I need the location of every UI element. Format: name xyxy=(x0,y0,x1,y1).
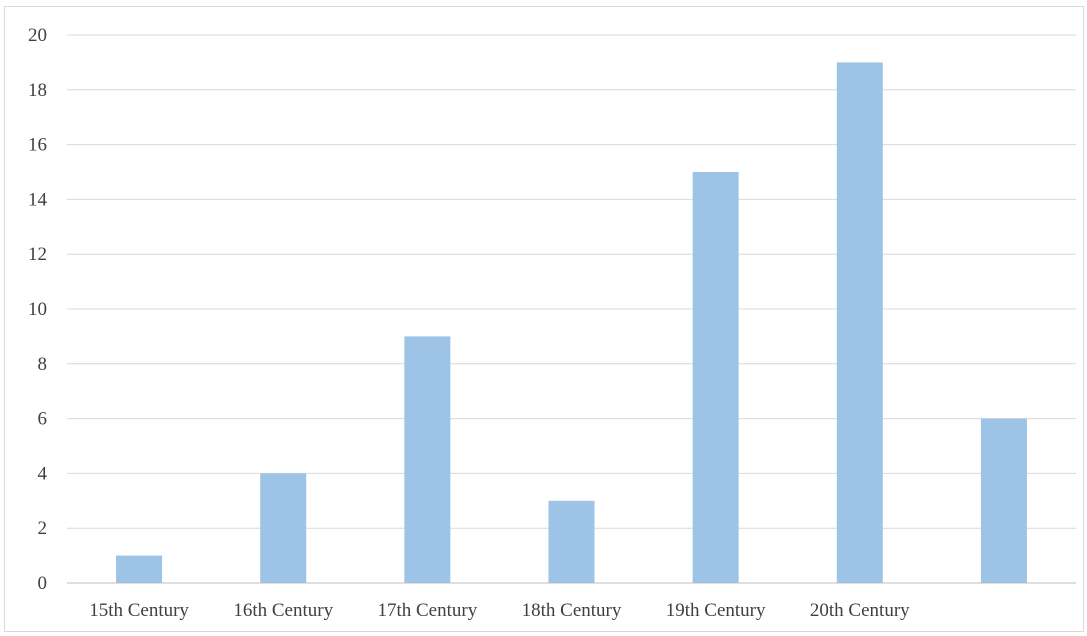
x-tick-label: 16th Century xyxy=(233,600,333,621)
y-tick-label: 6 xyxy=(38,409,48,430)
y-tick-label: 0 xyxy=(38,573,48,594)
y-tick-label: 2 xyxy=(38,518,48,539)
bar xyxy=(692,172,739,583)
x-tick-label: 18th Century xyxy=(522,600,622,621)
bar xyxy=(116,555,163,583)
bar xyxy=(836,62,883,583)
y-axis-ticks: 0 2 4 6 8 10 12 14 16 18 20 xyxy=(28,25,48,594)
x-axis-ticks: 15th Century 16th Century 17th Century 18th… xyxy=(89,600,910,621)
chart-frame xyxy=(4,6,1084,632)
y-tick-label: 20 xyxy=(28,25,47,46)
y-tick-label: 18 xyxy=(28,80,47,101)
bar xyxy=(980,418,1027,583)
y-tick-label: 8 xyxy=(38,354,48,375)
bar xyxy=(404,336,451,583)
x-tick-label: 20th Century xyxy=(810,600,910,621)
y-tick-label: 12 xyxy=(28,244,47,265)
bar xyxy=(260,473,307,583)
y-tick-label: 4 xyxy=(38,463,48,484)
y-tick-label: 16 xyxy=(28,135,47,156)
x-tick-label: 17th Century xyxy=(377,600,477,621)
x-tick-label: 19th Century xyxy=(666,600,766,621)
gridlines xyxy=(67,34,1076,584)
bar xyxy=(548,500,595,583)
y-tick-label: 14 xyxy=(28,189,48,210)
bars xyxy=(116,62,1027,583)
y-tick-label: 10 xyxy=(28,299,47,320)
x-tick-label: 15th Century xyxy=(89,600,189,621)
